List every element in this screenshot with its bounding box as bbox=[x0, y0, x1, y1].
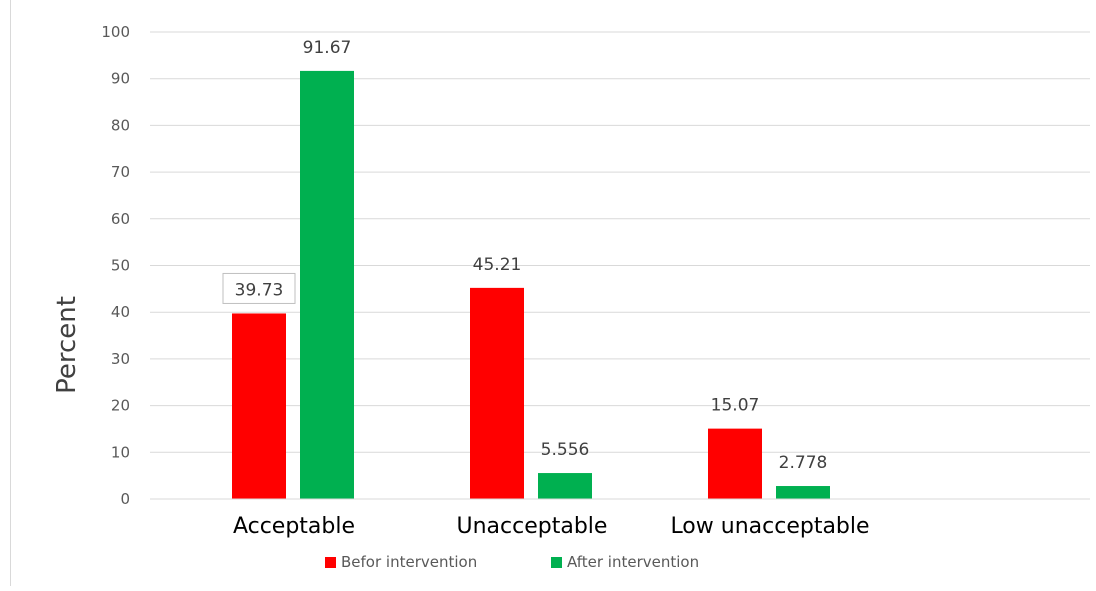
y-tick-label: 50 bbox=[111, 257, 130, 275]
data-label-1-0: 45.21 bbox=[473, 255, 522, 275]
y-tick-label: 100 bbox=[101, 23, 130, 41]
data-label-0-1: 91.67 bbox=[303, 38, 352, 58]
bars bbox=[232, 70, 830, 500]
y-axis-label: Percent bbox=[52, 296, 82, 394]
y-tick-label: 20 bbox=[111, 397, 130, 415]
x-category-label: Unacceptable bbox=[457, 514, 608, 539]
bar-0-0 bbox=[232, 313, 286, 499]
legend-swatch-0 bbox=[325, 557, 336, 568]
legend: Befor intervention After intervention bbox=[325, 553, 699, 571]
bar-1-0 bbox=[470, 287, 524, 499]
y-tick-label: 70 bbox=[111, 163, 130, 181]
y-axis-ticks: 0 10 20 30 40 50 60 70 80 90 100 bbox=[101, 23, 130, 508]
y-tick-label: 80 bbox=[111, 116, 130, 134]
bar-2-1 bbox=[776, 486, 830, 499]
x-category-label: Acceptable bbox=[233, 514, 355, 539]
data-label-2-0: 15.07 bbox=[711, 396, 760, 416]
legend-swatch-1 bbox=[551, 557, 562, 568]
data-label-0-0: 39.73 bbox=[235, 280, 284, 300]
y-tick-label: 10 bbox=[111, 443, 130, 461]
y-tick-label: 60 bbox=[111, 210, 130, 228]
x-category-label: Low unacceptable bbox=[670, 514, 869, 539]
gridlines bbox=[150, 31, 1090, 453]
data-label-box bbox=[222, 272, 296, 304]
bar-0-1 bbox=[300, 70, 354, 500]
data-label-1-1: 5.556 bbox=[541, 440, 590, 460]
legend-entry-1: After intervention bbox=[567, 553, 699, 571]
data-labels: 39.73 91.67 45.21 5.556 15.07 2.778 bbox=[222, 38, 828, 473]
bar-1-1 bbox=[538, 473, 592, 499]
legend-entry-0: Befor intervention bbox=[341, 553, 477, 571]
y-tick-label: 0 bbox=[120, 490, 130, 508]
x-axis-categories: Acceptable Unacceptable Low unacceptable bbox=[233, 514, 870, 539]
data-label-2-1: 2.778 bbox=[779, 453, 828, 473]
y-tick-label: 40 bbox=[111, 303, 130, 321]
bar-2-0 bbox=[708, 428, 762, 499]
y-tick-label: 90 bbox=[111, 70, 130, 88]
chart-left-border bbox=[10, 0, 11, 586]
y-tick-label: 30 bbox=[111, 350, 130, 368]
